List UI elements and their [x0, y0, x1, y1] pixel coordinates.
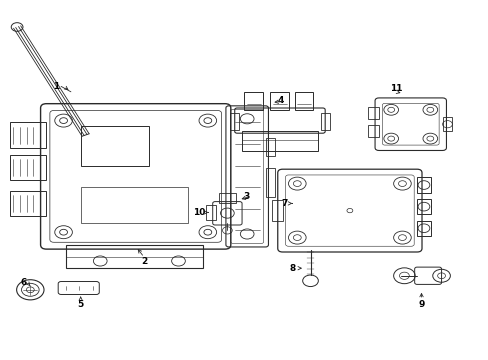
Bar [10, 155, 46, 180]
Text: 8: 8 [289, 264, 295, 273]
Bar [66, 245, 203, 268]
Bar [10, 122, 46, 148]
Bar [242, 131, 317, 151]
Bar [265, 168, 275, 197]
Text: 4: 4 [277, 96, 284, 105]
Bar [321, 113, 329, 130]
Bar [229, 113, 238, 130]
Bar [367, 125, 378, 137]
Bar [416, 177, 430, 193]
Bar [265, 138, 275, 156]
Text: 3: 3 [244, 192, 249, 201]
Bar [244, 92, 263, 110]
Text: 6: 6 [20, 278, 26, 287]
Text: 10: 10 [193, 208, 205, 217]
Bar [271, 200, 282, 221]
Bar [206, 205, 216, 220]
Bar [367, 107, 378, 119]
Bar [442, 117, 451, 131]
Bar [294, 92, 313, 110]
Bar [81, 126, 149, 166]
Text: 9: 9 [417, 300, 424, 309]
Bar [416, 199, 430, 214]
Bar [10, 191, 46, 216]
Text: 7: 7 [281, 199, 287, 208]
Bar [416, 221, 430, 236]
Text: 11: 11 [389, 84, 402, 93]
Text: 5: 5 [78, 300, 83, 309]
Text: 1: 1 [53, 82, 59, 91]
Text: 2: 2 [141, 256, 147, 265]
Bar [270, 92, 288, 110]
Bar [81, 187, 188, 223]
Bar [219, 193, 235, 203]
